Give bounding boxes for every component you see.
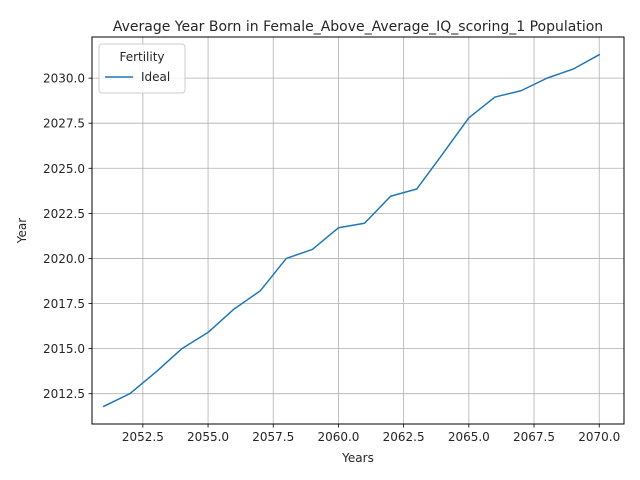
plot-lines <box>102 53 601 408</box>
x-tick-label: 2060.0 <box>317 430 359 444</box>
chart-title: Average Year Born in Female_Above_Averag… <box>113 19 603 35</box>
x-tick-label: 2070.0 <box>578 430 620 444</box>
y-tick-label: 2025.0 <box>43 162 85 176</box>
y-tick-label: 2030.0 <box>43 72 85 86</box>
y-axis-label: Year <box>15 218 29 244</box>
legend: Fertility Ideal <box>98 43 186 94</box>
series-line-ideal <box>102 53 601 408</box>
y-tick-label: 2020.0 <box>43 252 85 266</box>
grid <box>92 37 624 424</box>
y-tick-label: 2012.5 <box>43 387 85 401</box>
legend-label: Ideal <box>141 70 170 84</box>
y-tick-label: 2015.0 <box>43 342 85 356</box>
y-tick-label: 2022.5 <box>43 207 85 221</box>
axes-frame <box>91 36 625 425</box>
x-tick-label: 2052.5 <box>122 430 164 444</box>
x-tick-label: 2062.5 <box>383 430 425 444</box>
x-tick-label: 2055.0 <box>187 430 229 444</box>
y-tick-label: 2017.5 <box>43 297 85 311</box>
y-tick-label: 2027.5 <box>43 117 85 131</box>
x-axis-ticks: 2052.5 2055.0 2057.5 2060.0 2062.5 2065.0 2067… <box>122 424 620 444</box>
x-axis-label: Years <box>341 451 374 465</box>
legend-box <box>98 43 186 94</box>
legend-items: Ideal <box>105 70 170 84</box>
x-tick-label: 2057.5 <box>252 430 294 444</box>
x-tick-label: 2065.0 <box>448 430 490 444</box>
y-axis-ticks: 2012.5 2015.0 2017.5 2020.0 2022.5 2025.0 2027… <box>43 72 92 401</box>
legend-title: Fertility <box>119 50 164 64</box>
x-tick-label: 2067.5 <box>513 430 555 444</box>
